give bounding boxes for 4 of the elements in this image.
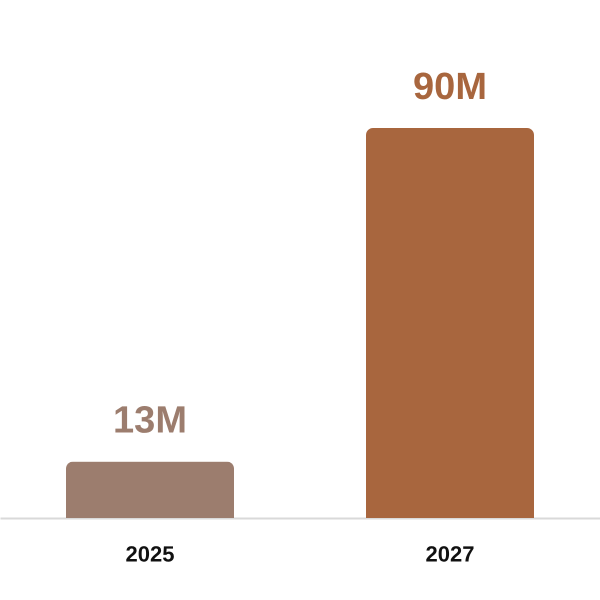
x-tick-label: 2025 bbox=[126, 542, 174, 566]
x-tick-label: 2027 bbox=[426, 542, 474, 566]
data-label: 90M bbox=[413, 66, 487, 108]
data-label: 13M bbox=[113, 400, 187, 442]
